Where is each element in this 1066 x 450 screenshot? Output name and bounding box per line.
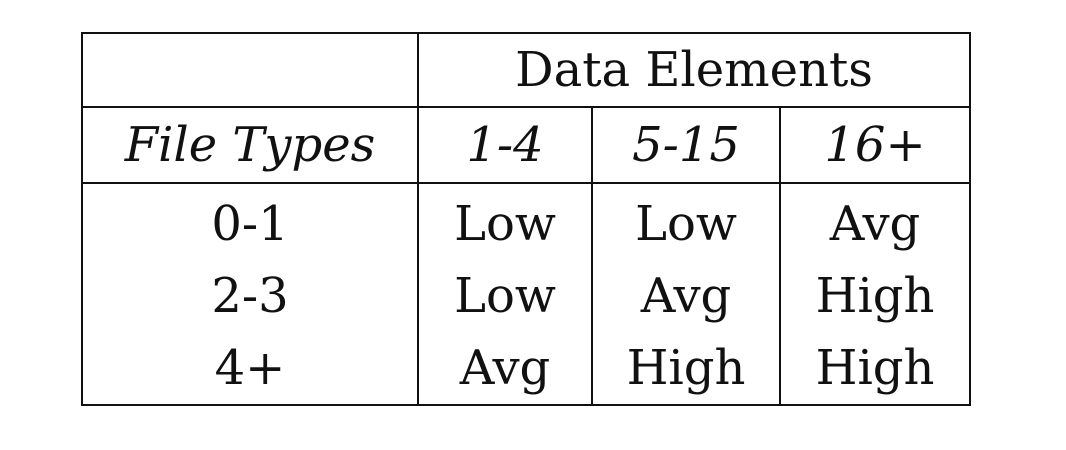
complexity-matrix-table: Data Elements File Types 1-4 5-15 16+ 0-… [81, 32, 972, 406]
table-cell: Avg [417, 332, 592, 406]
table-cell: Low [591, 183, 780, 260]
table-row: 0-1 Low Low Avg [81, 183, 972, 260]
table-cell: Low [417, 260, 592, 332]
table-cell: High [778, 332, 972, 406]
table-cell: Avg [591, 260, 780, 332]
column-header-5-15: 5-15 [591, 107, 780, 184]
table-cell: Low [417, 183, 592, 260]
data-elements-header: Data Elements [416, 32, 972, 108]
table-cell: High [591, 332, 780, 406]
table-column-header-row: File Types 1-4 5-15 16+ [81, 107, 972, 184]
row-label-cell: 0-1 [81, 183, 418, 260]
table-row: 4+ Avg High High [81, 332, 972, 406]
table-row: 2-3 Low Avg High [81, 260, 972, 332]
table-group-header-row: Data Elements [81, 32, 972, 108]
row-label-cell: 2-3 [81, 260, 418, 332]
column-header-16-plus: 16+ [778, 107, 972, 184]
corner-empty-cell [81, 32, 418, 108]
table-cell: High [778, 260, 972, 332]
table-cell: Avg [778, 183, 972, 260]
column-header-1-4: 1-4 [417, 107, 592, 184]
row-label-cell: 4+ [81, 332, 418, 406]
file-types-header: File Types [81, 107, 418, 184]
